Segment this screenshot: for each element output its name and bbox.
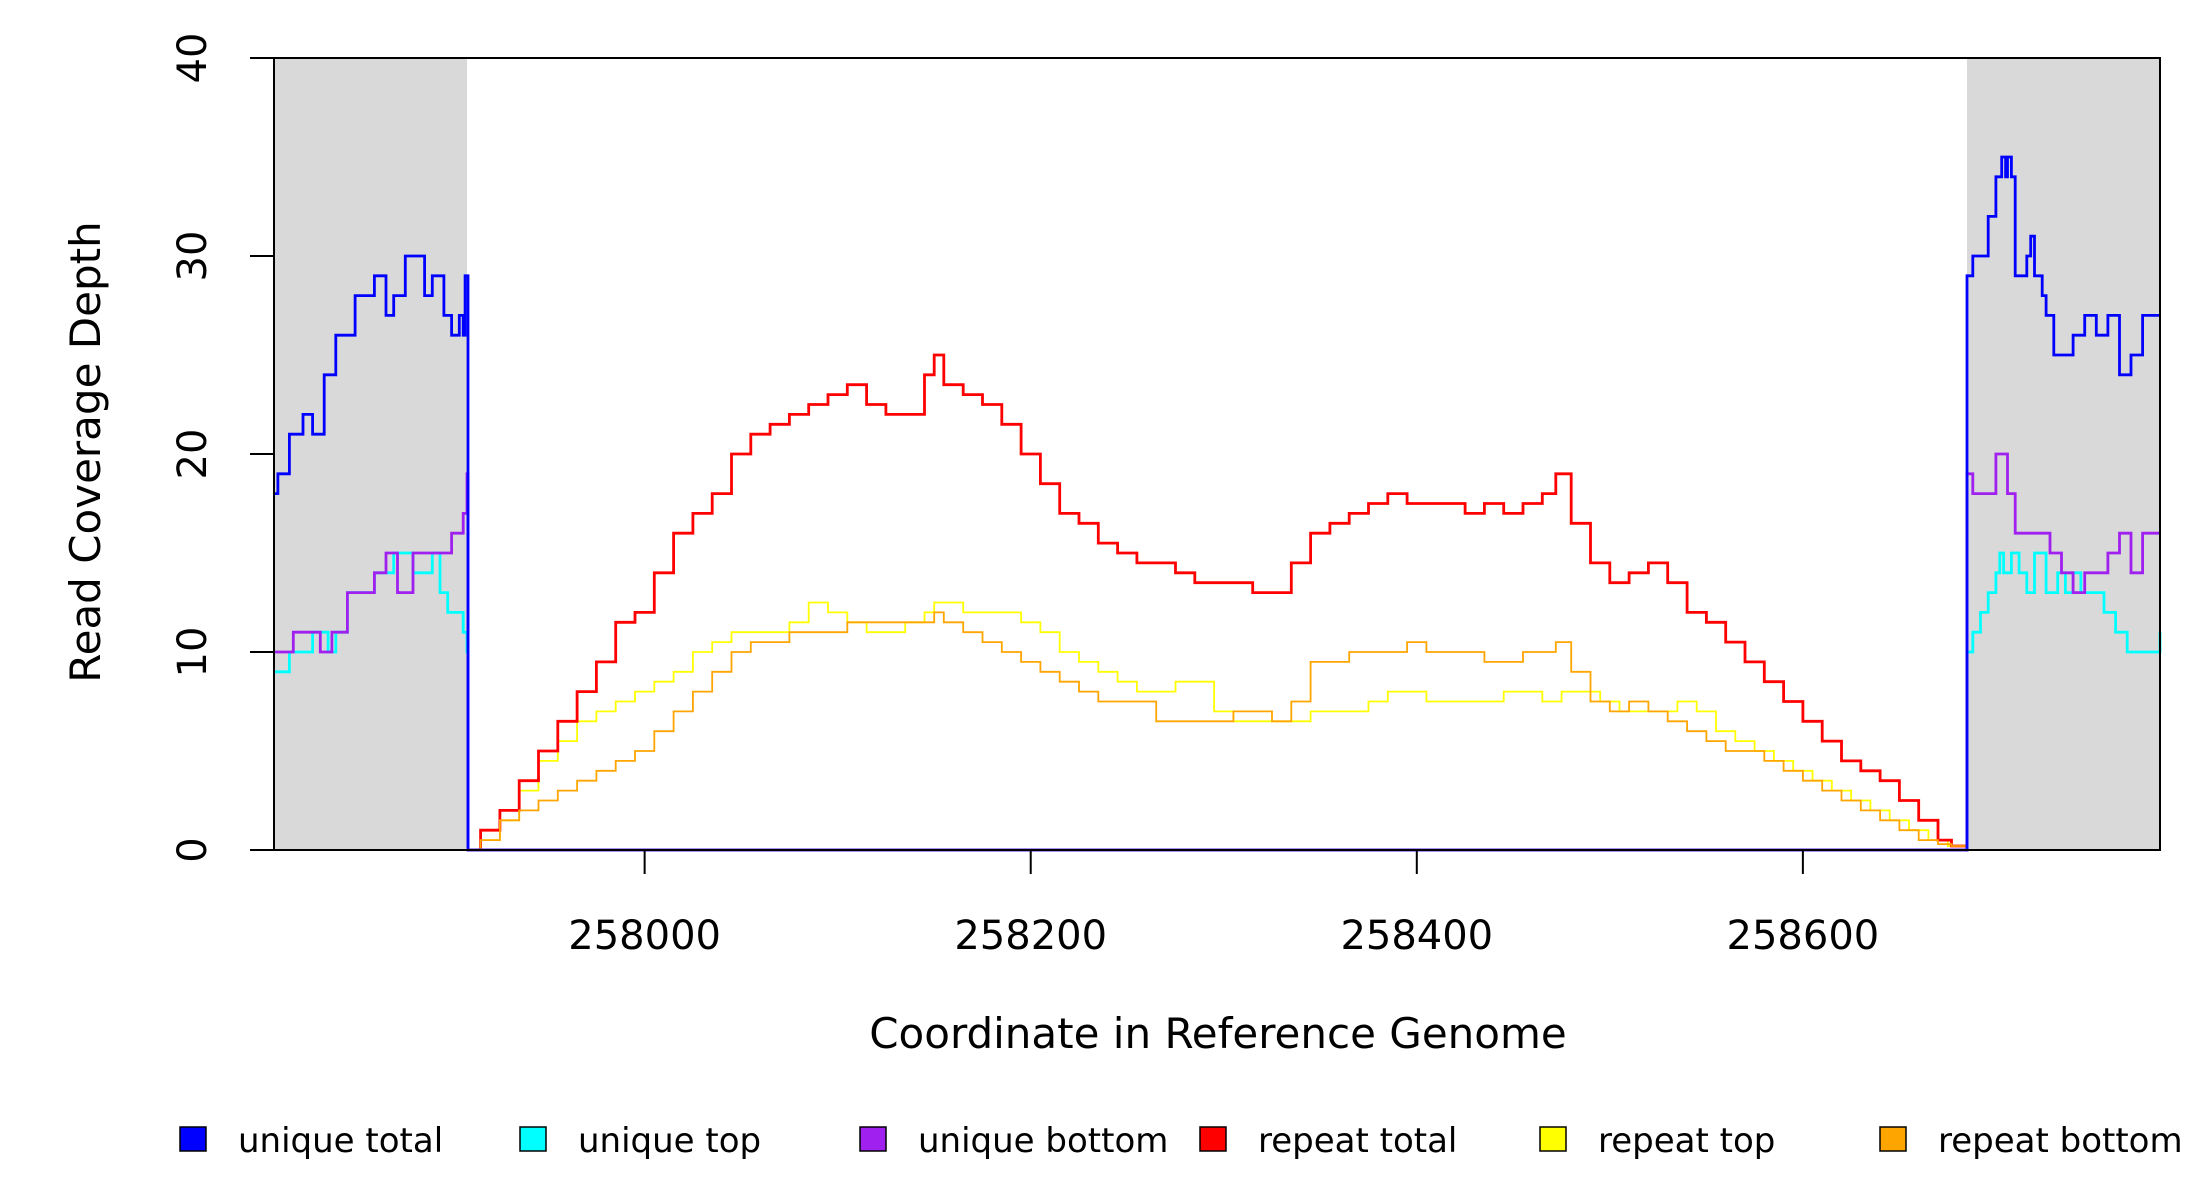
shaded-region-1: [274, 58, 468, 850]
legend-item: repeat bottom: [1879, 1121, 2183, 1161]
legend-label: unique bottom: [918, 1121, 1168, 1161]
legend-item: unique total: [179, 1121, 443, 1161]
legend-label: unique top: [578, 1121, 761, 1161]
legend-label: repeat total: [1258, 1121, 1457, 1161]
series-repeat-top: [467, 601, 1968, 851]
x-tick-label: 258600: [1727, 913, 1880, 959]
series-unique-total: [274, 155, 2160, 852]
series-repeat-bottom: [467, 611, 1968, 851]
series-repeat-total: [467, 353, 1969, 852]
legend-swatch: [519, 1126, 547, 1152]
legend-label: repeat bottom: [1938, 1121, 2183, 1161]
x-tick-label: 258200: [954, 913, 1107, 959]
y-axis: 0 10 20 30 40: [170, 33, 274, 863]
legend-swatch: [1199, 1126, 1227, 1152]
y-axis-title: Read Coverage Depth: [61, 221, 110, 682]
legend-label: repeat top: [1598, 1121, 1775, 1161]
y-tick-label: 40: [170, 33, 216, 84]
y-tick-label: 0: [170, 837, 216, 862]
legend-swatch: [179, 1126, 207, 1152]
legend-label: unique total: [238, 1121, 443, 1161]
series-unique-top: [274, 551, 2162, 852]
series-lines: [274, 155, 2162, 852]
legend: unique total unique top unique bottom repea…: [179, 1121, 2183, 1161]
legend-item: unique bottom: [859, 1121, 1168, 1161]
legend-item: repeat top: [1539, 1121, 1775, 1161]
legend-item: unique top: [519, 1121, 761, 1161]
legend-swatch: [859, 1126, 887, 1152]
x-axis-title: Coordinate in Reference Genome: [869, 1009, 1567, 1058]
x-tick-label: 258000: [568, 913, 721, 959]
legend-swatch: [1879, 1126, 1907, 1152]
y-tick-label: 10: [170, 627, 216, 678]
legend-swatch: [1539, 1126, 1567, 1152]
x-tick-label: 258400: [1340, 913, 1493, 959]
y-tick-label: 30: [170, 231, 216, 282]
legend-item: repeat total: [1199, 1121, 1457, 1161]
y-tick-label: 20: [170, 429, 216, 480]
shaded-regions: [274, 58, 2160, 850]
x-axis: 258000 258200 258400 258600: [568, 850, 1879, 959]
